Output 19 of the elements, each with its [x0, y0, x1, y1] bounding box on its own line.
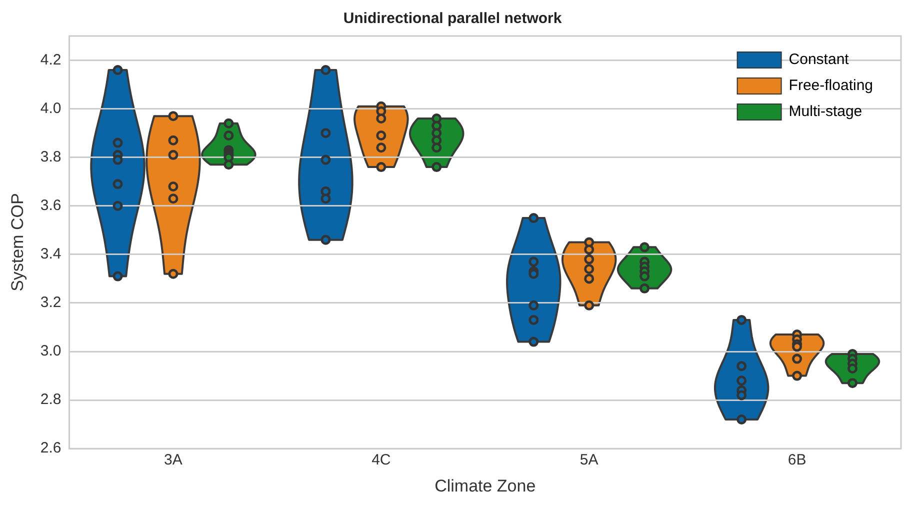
- y-axis-title: System COP: [8, 193, 27, 292]
- y-tick-label: 4.2: [40, 51, 62, 68]
- y-tick-label: 3.4: [40, 246, 62, 263]
- y-tick-label: 3.8: [40, 148, 62, 166]
- x-tick-label: 6B: [788, 452, 806, 469]
- legend-label: Constant: [788, 51, 850, 68]
- y-tick-label: 4.0: [40, 100, 62, 117]
- y-tick-label: 3.0: [40, 342, 62, 360]
- x-axis-title: Climate Zone: [434, 476, 536, 496]
- legend-label: Multi-stage: [788, 103, 862, 120]
- legend-label: Free-floating: [788, 77, 874, 94]
- y-tick-label: 2.8: [40, 391, 62, 408]
- y-tick-label: 2.6: [40, 440, 62, 457]
- x-tick-label: 5A: [580, 452, 598, 469]
- y-tick-label: 3.2: [40, 294, 62, 312]
- x-tick-label: 3A: [164, 452, 182, 469]
- y-tick-label: 3.6: [40, 197, 62, 214]
- chart-title: Unidirectional parallel network: [343, 10, 562, 28]
- x-tick-label: 4C: [372, 452, 391, 469]
